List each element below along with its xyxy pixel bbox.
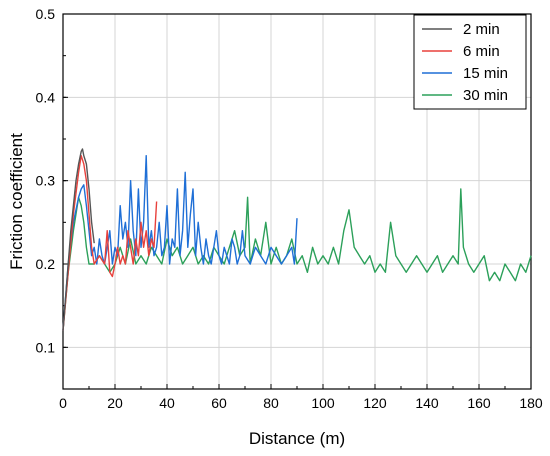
y-tick-label: 0.4 [36,89,56,105]
grid-lines [63,14,531,389]
legend-label: 6 min [463,43,500,60]
y-tick-label: 0.1 [36,339,56,355]
legend-label: 2 min [463,21,500,38]
x-tick-label: 60 [211,395,227,411]
legend: 2 min 6 min 15 min 30 min [413,14,527,110]
legend-label: 15 min [463,65,508,82]
series-line-6-min [62,154,158,331]
x-tick-label: 40 [159,395,175,411]
legend-box [413,14,527,110]
x-tick-label: 20 [107,395,123,411]
x-axis-ticks: 0 20 40 60 80 100 120 140 160 180 [59,384,543,411]
legend-label: 30 min [463,87,508,104]
y-axis-ticks: 0.1 0.2 0.3 0.4 0.5 [36,6,68,390]
x-axis-label: Distance (m) [249,429,345,448]
x-tick-label: 120 [363,395,387,411]
x-tick-label: 180 [519,395,543,411]
x-tick-label: 80 [263,395,279,411]
y-tick-label: 0.5 [36,6,56,22]
x-tick-label: 140 [415,395,439,411]
x-tick-label: 0 [59,395,67,411]
y-tick-label: 0.3 [36,173,56,189]
y-tick-label: 0.2 [36,256,56,272]
y-axis-label: Friction coefficient [7,133,26,270]
x-tick-label: 160 [467,395,491,411]
series-lines [62,148,532,331]
x-tick-label: 100 [311,395,335,411]
series-line-2-min [62,148,95,331]
